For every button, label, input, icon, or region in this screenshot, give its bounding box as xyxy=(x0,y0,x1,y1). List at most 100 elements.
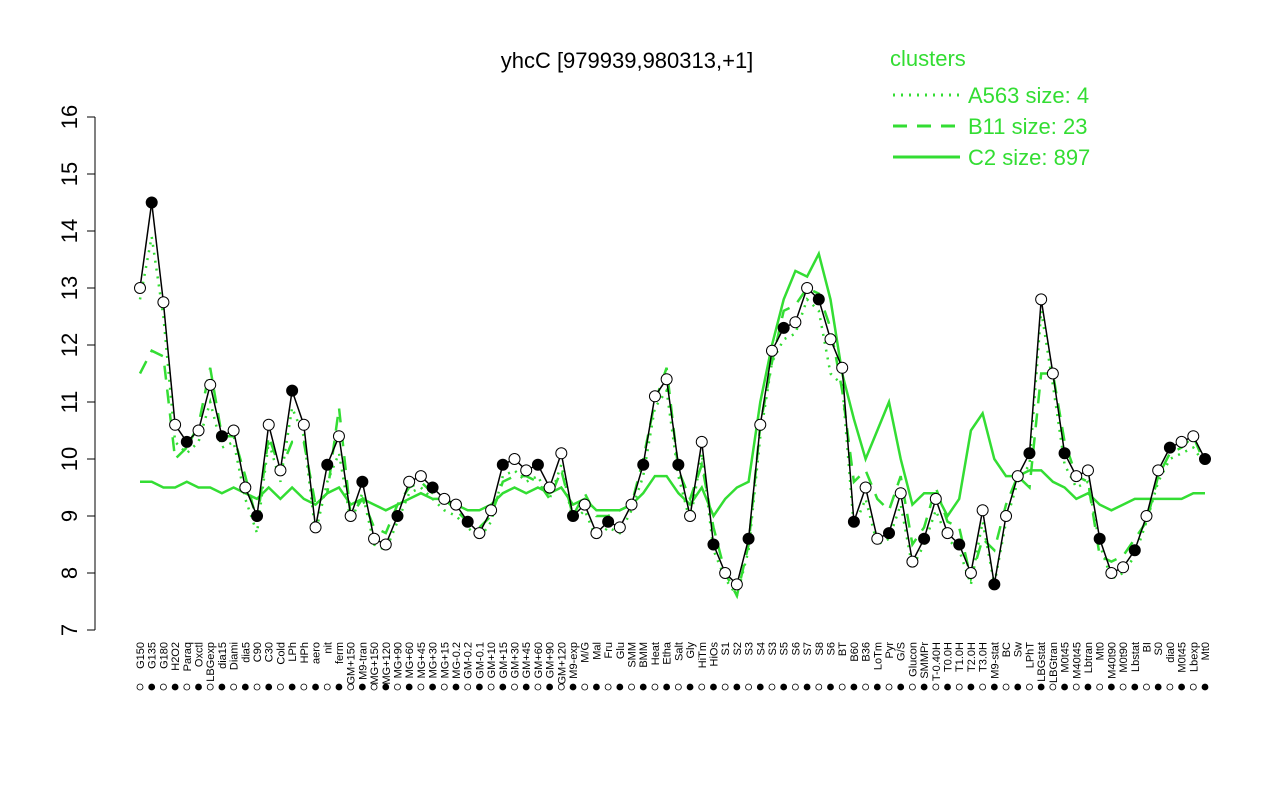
category-dot xyxy=(955,683,963,691)
x-tick-label: M0t45 xyxy=(1060,642,1072,673)
category-dot xyxy=(546,683,554,691)
y-tick-label: 8 xyxy=(57,567,82,579)
data-point xyxy=(274,464,287,477)
category-dot xyxy=(862,683,870,691)
category-dot xyxy=(195,683,202,691)
data-point xyxy=(976,504,989,517)
data-point xyxy=(707,538,720,551)
data-point xyxy=(473,527,486,540)
data-point xyxy=(754,418,767,431)
data-point xyxy=(1000,510,1013,522)
y-tick-label: 15 xyxy=(57,162,82,186)
category-dot xyxy=(265,683,273,691)
category-dot xyxy=(382,683,390,691)
line-series xyxy=(138,236,1207,599)
data-point xyxy=(391,510,404,522)
data-point xyxy=(332,430,345,443)
data-point xyxy=(1081,464,1094,477)
data-point xyxy=(1152,464,1165,477)
data-point xyxy=(812,293,825,306)
category-dot xyxy=(639,683,647,691)
category-dot xyxy=(1201,683,1209,691)
category-dot xyxy=(417,683,425,691)
data-point xyxy=(1070,470,1083,483)
category-dot xyxy=(347,683,355,691)
category-dot xyxy=(1189,683,1197,691)
data-point xyxy=(953,538,966,551)
data-point xyxy=(824,333,837,346)
data-point xyxy=(1093,532,1106,545)
data-point xyxy=(297,418,310,431)
x-tick-label: S6 xyxy=(790,642,802,655)
x-tick-label: Lbtran xyxy=(1083,642,1095,673)
x-tick-label: M9-exp xyxy=(568,642,580,679)
data-point xyxy=(1175,435,1188,448)
data-point xyxy=(449,498,462,511)
x-tick-label: BI xyxy=(1141,642,1153,652)
x-tick-label: Glucon xyxy=(907,642,919,677)
data-point xyxy=(438,492,451,505)
data-point xyxy=(531,458,544,471)
y-tick-label: 7 xyxy=(57,624,82,636)
y-tick-label: 10 xyxy=(57,447,82,471)
line-series xyxy=(140,250,1205,519)
data-point xyxy=(1199,453,1211,465)
category-dot xyxy=(148,683,156,691)
x-tick-label: B36 xyxy=(861,642,873,662)
data-point xyxy=(929,492,942,505)
category-dot xyxy=(780,683,788,691)
x-tick-label: Salt xyxy=(673,642,685,661)
x-tick-label: T3.0H xyxy=(978,642,990,672)
legend-title: clusters xyxy=(890,46,966,71)
category-dot xyxy=(335,683,343,691)
x-tick-label: Glu xyxy=(615,642,627,659)
category-dot xyxy=(674,683,682,691)
category-dot xyxy=(136,683,144,691)
category-dot xyxy=(312,683,319,691)
data-point xyxy=(637,458,650,471)
x-tick-label: Lbstat xyxy=(1130,642,1142,672)
data-point xyxy=(1058,447,1071,460)
data-point xyxy=(847,515,860,528)
category-dot xyxy=(1119,683,1127,691)
data-point xyxy=(660,373,673,386)
data-point xyxy=(941,527,954,540)
line-series xyxy=(138,286,1207,600)
x-tick-label: HPh xyxy=(299,642,311,663)
data-point xyxy=(520,464,533,477)
category-dot xyxy=(698,683,706,691)
x-tick-label: GM-0.2 xyxy=(463,642,475,679)
category-dot xyxy=(253,683,261,691)
x-tick-label: B60 xyxy=(849,642,861,662)
category-dot xyxy=(1061,683,1068,691)
x-tick-label: S0 xyxy=(1153,642,1165,655)
x-tick-label: G/S xyxy=(896,642,908,661)
x-tick-label: MG+150 xyxy=(369,642,381,685)
data-point xyxy=(461,515,474,528)
data-point xyxy=(192,424,205,437)
data-point xyxy=(251,510,264,522)
x-tick-label: Etha xyxy=(662,641,674,665)
category-dot xyxy=(593,683,600,691)
data-point xyxy=(356,475,369,488)
category-dot xyxy=(850,683,858,691)
data-point xyxy=(625,498,638,511)
x-tick-label: S7 xyxy=(802,642,814,655)
data-point xyxy=(204,378,217,391)
x-tick-label: MG+90 xyxy=(392,642,404,678)
category-dot xyxy=(230,683,238,691)
x-tick-label: S3 xyxy=(744,642,756,655)
category-dot xyxy=(1178,683,1185,691)
x-tick-label: C30 xyxy=(264,642,276,662)
data-point xyxy=(157,296,170,309)
legend-label: C2 size: 897 xyxy=(968,145,1090,170)
data-point xyxy=(918,532,931,545)
x-tick-label: GM+150 xyxy=(346,642,358,685)
x-tick-label: GM+10 xyxy=(486,642,498,678)
category-dot xyxy=(1002,683,1010,691)
x-tick-label: Diami xyxy=(229,642,241,670)
y-tick-label: 9 xyxy=(57,510,82,522)
category-dot xyxy=(1026,683,1033,691)
